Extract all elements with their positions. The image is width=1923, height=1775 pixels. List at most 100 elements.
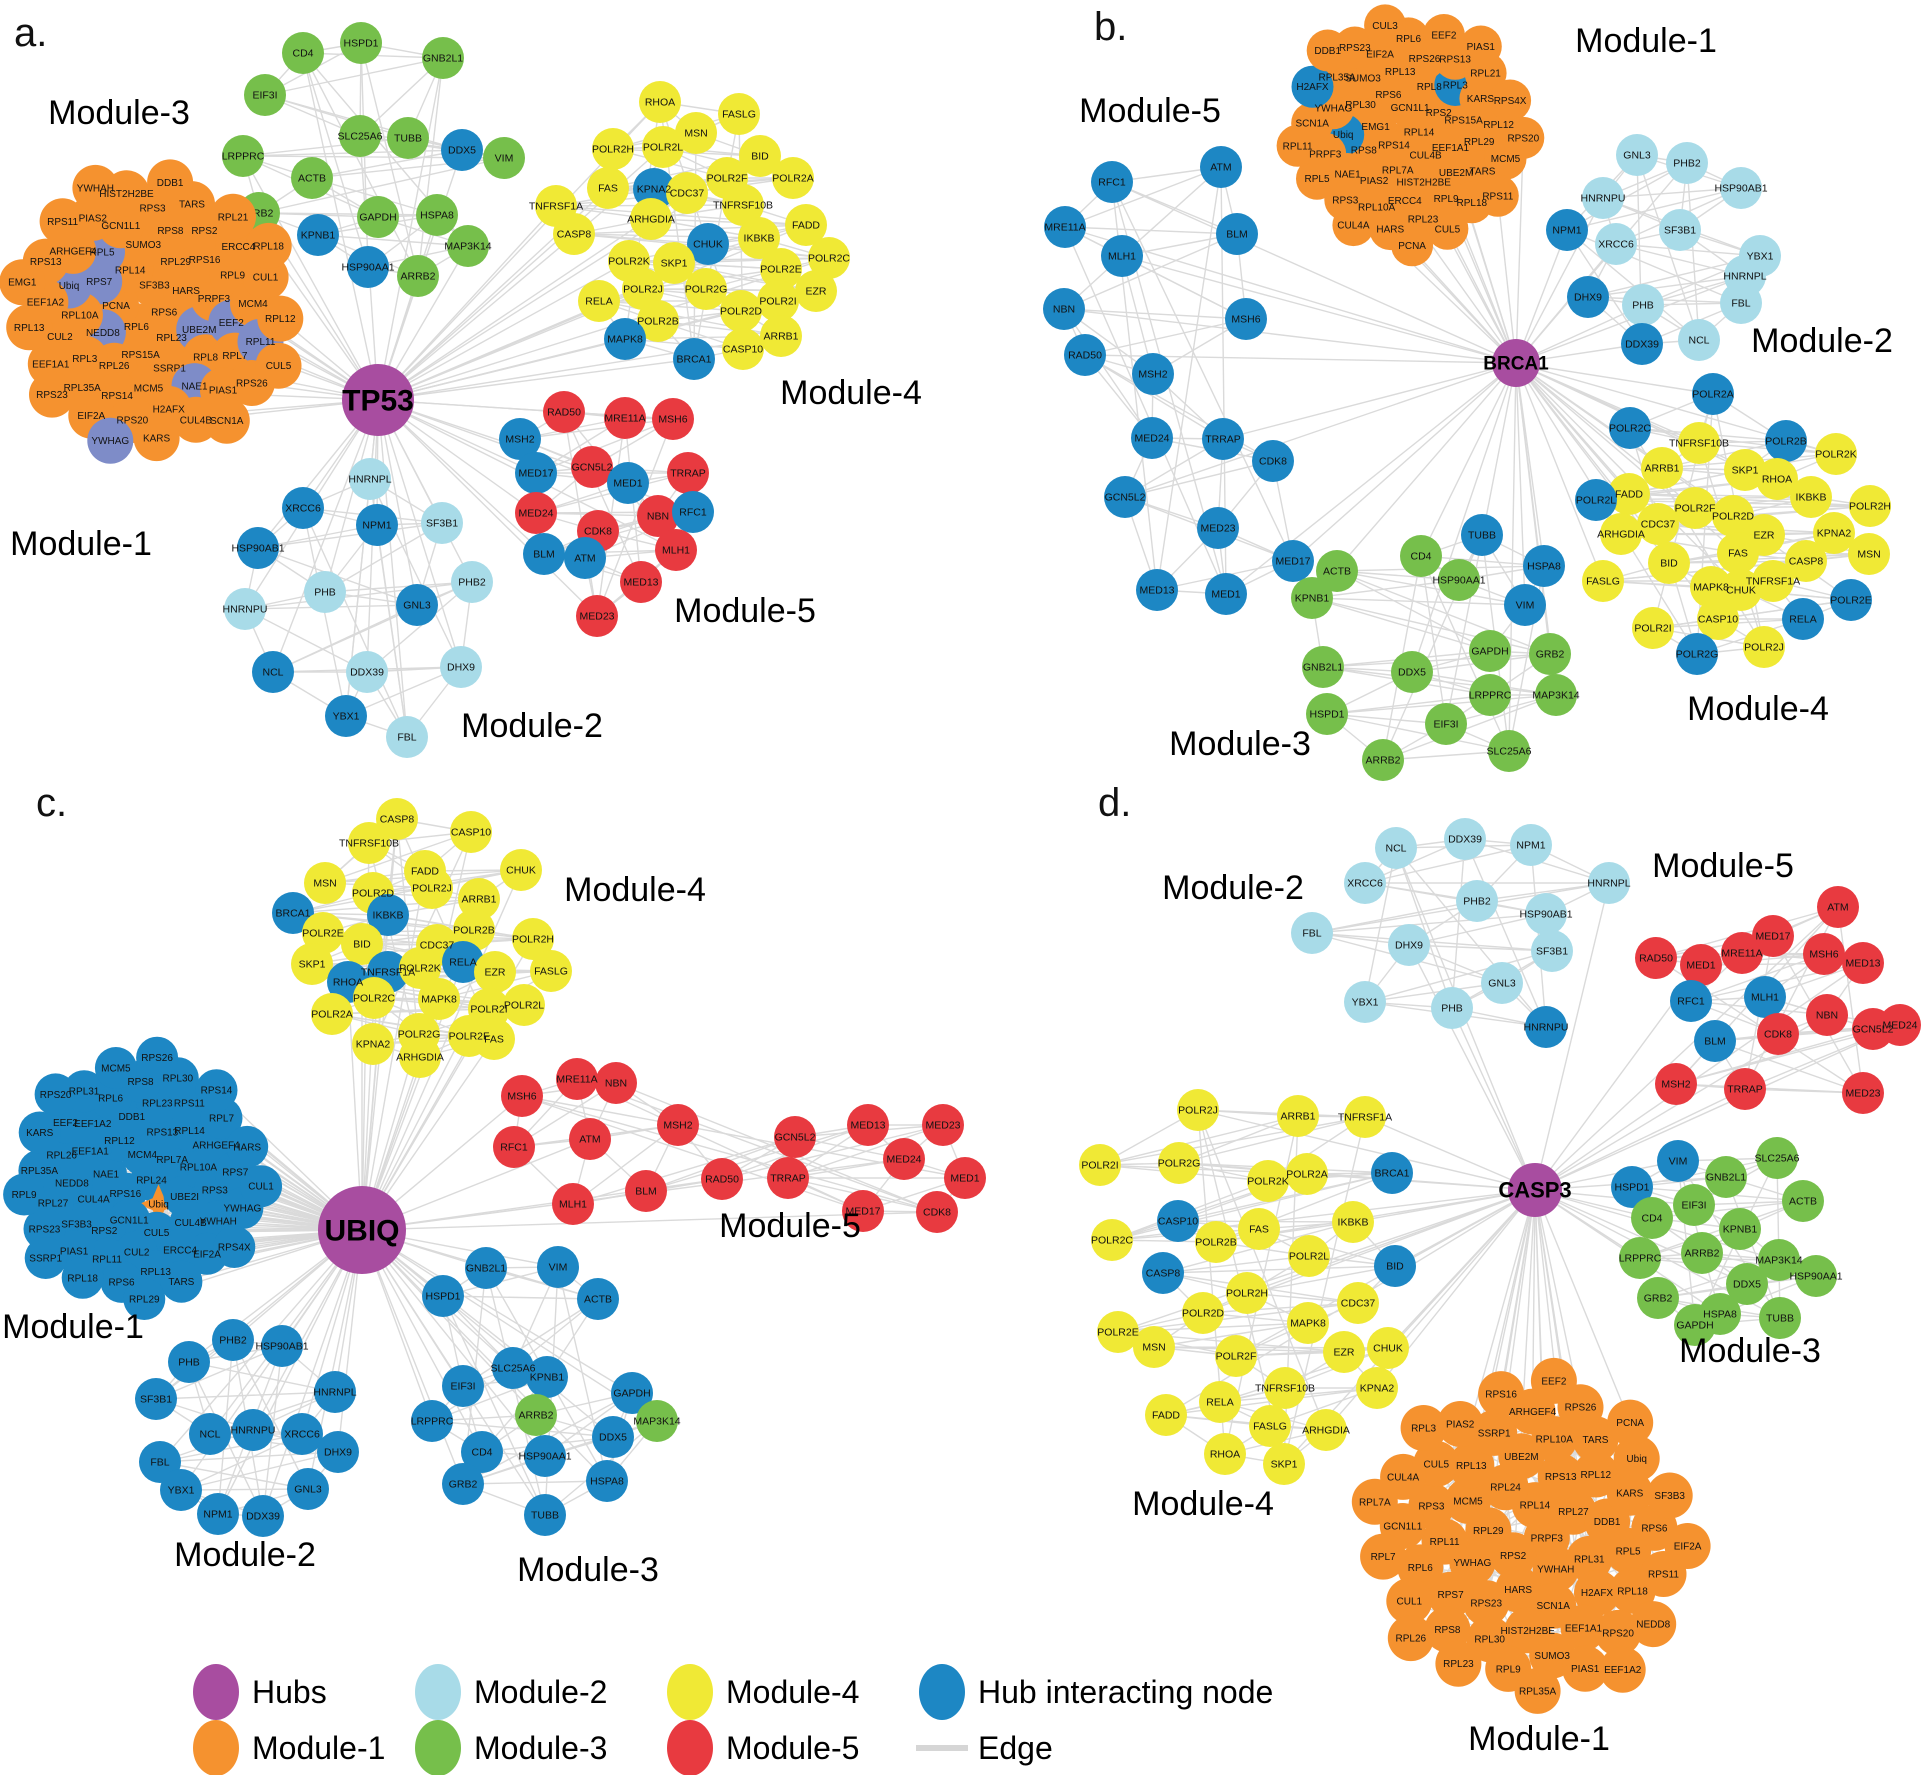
node-CASP8[interactable] <box>553 213 595 255</box>
node-SLC25A6[interactable] <box>339 115 381 157</box>
hub-UBIQ[interactable] <box>318 1186 406 1274</box>
node-ARRB2[interactable] <box>397 255 439 297</box>
node-FASLG[interactable] <box>718 93 760 135</box>
node-YWHAH[interactable] <box>72 164 119 211</box>
node-NBN[interactable] <box>637 495 679 537</box>
node-YBX1[interactable] <box>325 695 367 737</box>
node-POLR2D[interactable] <box>1712 495 1754 537</box>
node-YBX1[interactable] <box>1344 981 1386 1023</box>
node-GNB2L1[interactable] <box>1302 646 1344 688</box>
node-CHUK[interactable] <box>500 849 542 891</box>
node-RPL11[interactable] <box>1276 124 1319 167</box>
node-POLR2C[interactable] <box>353 977 395 1019</box>
node-SLC25A6[interactable] <box>1488 730 1530 772</box>
node-CUL1[interactable] <box>1386 1578 1433 1624</box>
node-ARRB2[interactable] <box>1362 739 1404 781</box>
node-BLM[interactable] <box>523 533 565 575</box>
node-SF3B1[interactable] <box>1531 930 1573 972</box>
node-HSP90AA1[interactable] <box>1795 1255 1837 1297</box>
node-RPS26[interactable] <box>136 1036 179 1079</box>
node-FADD[interactable] <box>1608 473 1650 515</box>
node-POLR2C[interactable] <box>808 237 850 279</box>
node-FAS[interactable] <box>473 1018 515 1060</box>
node-BID[interactable] <box>341 923 383 965</box>
node-RELA[interactable] <box>442 941 484 983</box>
node-DDB1[interactable] <box>147 159 194 206</box>
node-PCNA[interactable] <box>1607 1399 1654 1446</box>
node-GCN5L2[interactable] <box>571 446 613 488</box>
node-H2AFX[interactable] <box>1574 1569 1620 1616</box>
node-RPS20[interactable] <box>1502 116 1545 159</box>
node-TNFRSF1A[interactable] <box>1344 1096 1386 1138</box>
node-HSPD1[interactable] <box>422 1275 464 1317</box>
node-ACTB[interactable] <box>1782 1180 1824 1222</box>
node-HNRNPL[interactable] <box>1588 862 1630 904</box>
node-GCN5L2[interactable] <box>1104 476 1146 518</box>
node-CDK8[interactable] <box>1252 440 1294 482</box>
node-TNFRSF1A[interactable] <box>1752 560 1794 602</box>
node-EEF1A2[interactable] <box>1599 1646 1646 1693</box>
node-EIF3I[interactable] <box>244 74 286 116</box>
node-TUBB[interactable] <box>524 1494 566 1536</box>
node-FBL[interactable] <box>386 716 428 758</box>
node-HNRNPL[interactable] <box>349 458 391 500</box>
node-PHB2[interactable] <box>212 1319 254 1361</box>
node-KARS[interactable] <box>133 415 180 462</box>
node-EZR[interactable] <box>1323 1331 1365 1373</box>
node-POLR2A[interactable] <box>1286 1153 1328 1195</box>
node-BRCA1[interactable] <box>673 338 715 380</box>
node-NBN[interactable] <box>1043 288 1085 330</box>
node-POLR2G[interactable] <box>1676 633 1718 675</box>
node-PHB[interactable] <box>1431 987 1473 1029</box>
node-ARHGDIA[interactable] <box>630 198 672 240</box>
node-MED1[interactable] <box>944 1157 986 1199</box>
node-ATM[interactable] <box>564 537 606 579</box>
node-MAP3K14[interactable] <box>1535 674 1577 716</box>
node-RAD50[interactable] <box>543 391 585 433</box>
node-SKP1[interactable] <box>653 242 695 284</box>
node-SKP1[interactable] <box>1263 1443 1305 1485</box>
node-CUL3[interactable] <box>1364 4 1407 47</box>
node-PCNA[interactable] <box>1391 224 1434 267</box>
node-DHX9[interactable] <box>440 646 482 688</box>
node-RFC1[interactable] <box>1091 161 1133 203</box>
node-MED13[interactable] <box>1136 569 1178 611</box>
node-POLR2J[interactable] <box>622 268 664 310</box>
node-TRRAP[interactable] <box>1202 418 1244 460</box>
node-MAPK8[interactable] <box>418 978 460 1020</box>
node-POLR2K[interactable] <box>1815 433 1857 475</box>
node-HSP90AB1[interactable] <box>1525 893 1567 935</box>
node-MRE11A[interactable] <box>556 1058 598 1100</box>
node-POLR2C[interactable] <box>1091 1219 1133 1261</box>
node-CUL5[interactable] <box>1426 207 1469 250</box>
node-MCM5[interactable] <box>1445 1477 1491 1524</box>
node-HSP90AB1[interactable] <box>237 527 279 569</box>
node-MSH2[interactable] <box>1655 1063 1697 1105</box>
node-POLR2L[interactable] <box>1288 1235 1330 1277</box>
node-RHOA[interactable] <box>639 81 681 123</box>
node-RPS20[interactable] <box>1595 1609 1642 1656</box>
node-DHX9[interactable] <box>1388 924 1430 966</box>
node-EIF3I[interactable] <box>442 1365 484 1407</box>
node-BID[interactable] <box>1374 1245 1416 1287</box>
node-ARRB1[interactable] <box>1641 447 1683 489</box>
node-DDB1[interactable] <box>1306 29 1349 72</box>
node-PHB2[interactable] <box>1666 142 1708 184</box>
node-POLR2L[interactable] <box>503 984 545 1026</box>
node-HNRNPU[interactable] <box>1525 1006 1567 1048</box>
node-HSPD1[interactable] <box>1611 1166 1653 1208</box>
node-MED24[interactable] <box>515 492 557 534</box>
node-TARS[interactable] <box>160 1260 203 1303</box>
node-EIF3I[interactable] <box>1425 703 1467 745</box>
node-MED13[interactable] <box>1842 942 1884 984</box>
node-RELA[interactable] <box>578 280 620 322</box>
node-CASP8[interactable] <box>376 798 418 840</box>
node-RPS23[interactable] <box>1463 1580 1510 1627</box>
node-GAPDH[interactable] <box>1469 630 1511 672</box>
node-POLR2A[interactable] <box>772 157 814 199</box>
node-MED17[interactable] <box>1752 915 1794 957</box>
node-RPL9[interactable] <box>3 1173 46 1216</box>
node-HSPA8[interactable] <box>586 1460 628 1502</box>
node-DDX39[interactable] <box>1621 323 1663 365</box>
node-TUBB[interactable] <box>1461 514 1503 556</box>
